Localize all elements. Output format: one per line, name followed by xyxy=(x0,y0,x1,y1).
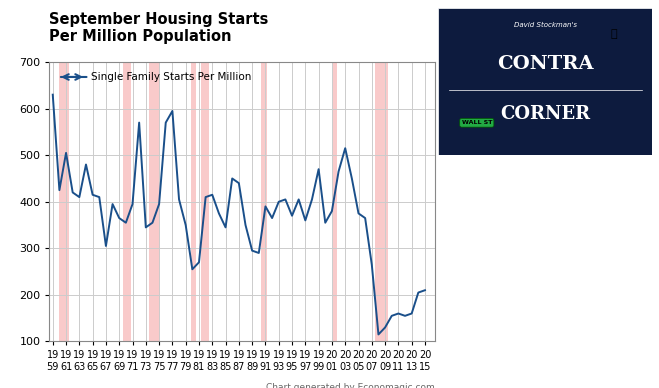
Text: Chart generated by Economagic.com: Chart generated by Economagic.com xyxy=(266,383,435,388)
Bar xyxy=(375,62,388,341)
Bar xyxy=(59,62,69,341)
Bar xyxy=(123,62,131,341)
Text: WALL ST: WALL ST xyxy=(461,120,492,125)
Text: David Stockman's: David Stockman's xyxy=(514,23,577,28)
Bar xyxy=(261,62,267,341)
Bar xyxy=(333,62,337,341)
FancyBboxPatch shape xyxy=(438,8,652,155)
Bar xyxy=(191,62,196,341)
Text: 🏛: 🏛 xyxy=(610,29,617,39)
Bar xyxy=(201,62,209,341)
Text: CONTRA: CONTRA xyxy=(497,55,594,73)
Bar xyxy=(149,62,160,341)
Text: Single Family Starts Per Million: Single Family Starts Per Million xyxy=(92,72,252,82)
Text: September Housing Starts
Per Million Population: September Housing Starts Per Million Pop… xyxy=(49,12,269,44)
Text: CORNER: CORNER xyxy=(500,105,590,123)
